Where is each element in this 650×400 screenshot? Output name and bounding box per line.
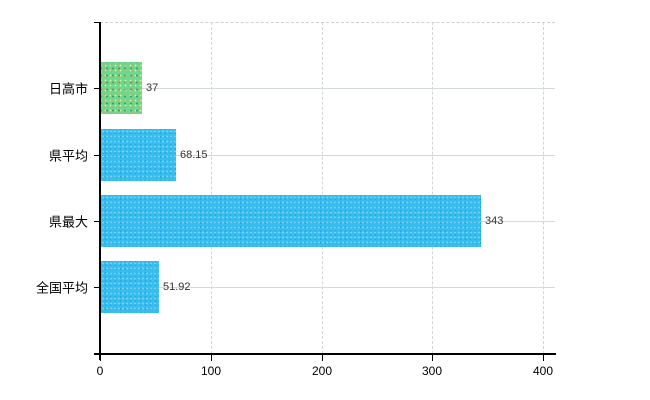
y-axis-tick bbox=[94, 155, 100, 156]
plot-top-border bbox=[100, 22, 555, 23]
bar bbox=[101, 129, 176, 181]
x-tick-label: 300 bbox=[421, 364, 443, 378]
gridline-vertical bbox=[543, 22, 544, 354]
y-axis-top-tick bbox=[94, 22, 100, 23]
category-label: 県平均 bbox=[48, 148, 88, 164]
gridline-horizontal bbox=[100, 287, 555, 288]
y-axis-tick bbox=[94, 221, 100, 222]
bar bbox=[101, 62, 142, 114]
y-axis-line bbox=[99, 22, 101, 360]
bar bbox=[101, 195, 481, 247]
bar bbox=[101, 261, 159, 313]
gridline-vertical bbox=[322, 22, 323, 354]
x-tick-label: 400 bbox=[532, 364, 554, 378]
gridline-vertical bbox=[432, 22, 433, 354]
gridline-horizontal bbox=[100, 88, 555, 89]
bar-value-label: 68.15 bbox=[180, 149, 208, 161]
x-tick-label: 200 bbox=[311, 364, 333, 378]
x-axis-tick bbox=[211, 355, 212, 361]
y-axis-tick bbox=[94, 287, 100, 288]
category-label: 全国平均 bbox=[35, 280, 88, 296]
bar-value-label: 37 bbox=[146, 82, 159, 94]
x-axis-tick bbox=[432, 355, 433, 361]
x-axis-tick bbox=[100, 355, 101, 361]
bar-value-label: 343 bbox=[485, 215, 504, 227]
bar-value-label: 51.92 bbox=[163, 281, 191, 293]
x-axis-tick bbox=[322, 355, 323, 361]
category-label: 県最大 bbox=[48, 214, 88, 230]
gridline-horizontal bbox=[100, 155, 555, 156]
gridline-vertical bbox=[211, 22, 212, 354]
y-axis-tick bbox=[94, 88, 100, 89]
x-tick-label: 100 bbox=[200, 364, 222, 378]
x-tick-label: 0 bbox=[96, 364, 104, 378]
category-label: 日高市 bbox=[48, 81, 88, 97]
x-axis-tick bbox=[543, 355, 544, 361]
x-axis-line bbox=[94, 353, 556, 355]
